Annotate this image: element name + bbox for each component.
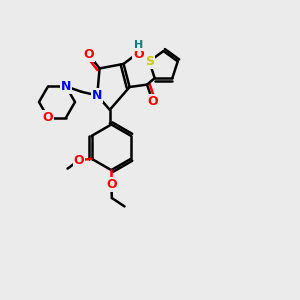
Text: O: O — [74, 154, 84, 167]
Text: O: O — [133, 48, 144, 61]
Text: O: O — [43, 111, 53, 124]
Text: N: N — [92, 89, 102, 102]
Text: O: O — [148, 95, 158, 108]
Text: O: O — [83, 47, 94, 61]
Text: N: N — [61, 80, 71, 93]
Text: S: S — [145, 55, 154, 68]
Text: H: H — [134, 40, 143, 50]
Text: O: O — [106, 178, 117, 191]
